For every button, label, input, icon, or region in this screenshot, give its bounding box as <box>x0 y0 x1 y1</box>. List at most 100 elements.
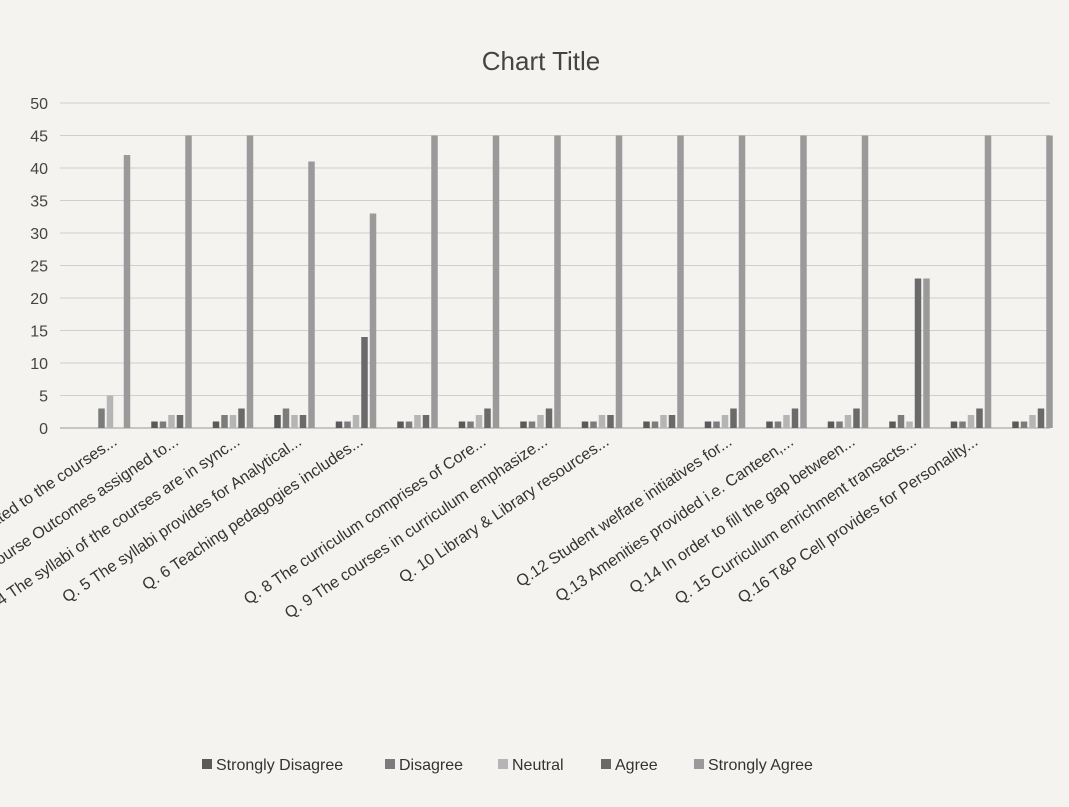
bar-neutral <box>844 415 852 428</box>
bar-disagree <box>1020 421 1028 428</box>
bar-strongly-agree <box>738 135 746 428</box>
bar-disagree <box>713 421 720 428</box>
bar-agree <box>484 408 491 428</box>
bar-neutral <box>783 415 790 428</box>
bar-agree <box>607 415 614 428</box>
bar-agree <box>238 408 245 428</box>
bar-group <box>643 135 684 428</box>
bar-group <box>581 135 623 428</box>
bar-group <box>98 155 131 428</box>
bar-disagree <box>467 421 474 428</box>
bar-strongly-disagree <box>581 421 589 428</box>
legend-swatch <box>202 759 212 769</box>
x-tick-label: Q. 6 Teaching pedagogies includes... <box>139 433 366 594</box>
bar-group <box>704 135 746 428</box>
legend-swatch <box>498 759 508 769</box>
bar-neutral <box>106 395 114 428</box>
bar-group <box>335 213 377 428</box>
bar-disagree <box>590 421 597 428</box>
legend-swatch <box>601 759 611 769</box>
bar-agree <box>545 408 553 428</box>
bar-group <box>520 135 561 428</box>
bar-agree <box>730 408 737 428</box>
y-tick-label: 35 <box>30 194 48 211</box>
bar-strongly-agree <box>185 135 192 428</box>
bar-strongly-disagree <box>397 421 404 428</box>
bar-strongly-disagree <box>766 421 773 428</box>
legend-swatch <box>694 759 704 769</box>
bar-disagree <box>282 408 290 428</box>
bar-group <box>1012 135 1053 428</box>
bar-strongly-agree <box>123 155 131 428</box>
bar-strongly-disagree <box>827 421 835 428</box>
bar-neutral <box>168 415 175 428</box>
bar-agree <box>422 415 430 428</box>
chart-title: Chart Title <box>482 46 601 76</box>
bar-strongly-disagree <box>335 421 343 428</box>
bar-neutral <box>598 415 606 428</box>
bar-disagree <box>651 421 659 428</box>
bar-agree <box>853 408 860 428</box>
bar-strongly-agree <box>677 135 684 428</box>
bar-strongly-disagree <box>704 421 712 428</box>
bar-agree <box>976 408 983 428</box>
bar-group <box>274 161 315 428</box>
bar-strongly-agree <box>861 135 869 428</box>
bar-group <box>827 135 869 428</box>
bar-agree <box>299 415 307 428</box>
bar-neutral <box>414 415 421 428</box>
bar-neutral <box>537 415 544 428</box>
bar-strongly-agree <box>492 135 500 428</box>
bar-strongly-disagree <box>151 421 158 428</box>
bar-agree <box>176 415 184 428</box>
bar-strongly-disagree <box>212 421 220 428</box>
bar-strongly-agree <box>554 135 561 428</box>
bar-group <box>212 135 254 428</box>
bar-group <box>889 278 930 428</box>
bar-strongly-disagree <box>520 421 527 428</box>
legend-label: Strongly Agree <box>708 757 813 774</box>
y-tick-label: 40 <box>30 161 48 178</box>
y-tick-label: 30 <box>30 226 48 243</box>
bar-strongly-disagree <box>1012 421 1019 428</box>
bar-strongly-disagree <box>950 421 958 428</box>
legend-label: Strongly Disagree <box>216 757 343 774</box>
bar-neutral <box>967 415 975 428</box>
bar-agree <box>914 278 922 428</box>
bar-strongly-agree <box>369 213 377 428</box>
y-tick-label: 15 <box>30 324 48 341</box>
legend-label: Neutral <box>512 757 564 774</box>
x-tick-label: Q.12 Student welfare initiatives for... <box>513 433 735 590</box>
bar-strongly-disagree <box>274 415 281 428</box>
bar-strongly-agree <box>308 161 315 428</box>
legend-label: Disagree <box>399 757 463 774</box>
bar-strongly-agree <box>615 135 623 428</box>
bar-neutral <box>906 421 913 428</box>
bar-group <box>397 135 438 428</box>
legend-swatch <box>385 759 395 769</box>
bar-disagree <box>774 421 782 428</box>
bar-disagree <box>221 415 228 428</box>
bar-disagree <box>528 421 536 428</box>
bar-neutral <box>352 415 360 428</box>
bar-neutral <box>660 415 667 428</box>
y-tick-label: 0 <box>39 421 48 438</box>
bar-strongly-agree <box>923 278 930 428</box>
bar-strongly-agree <box>431 135 438 428</box>
bar-group <box>766 135 807 428</box>
bar-strongly-disagree <box>458 421 466 428</box>
bar-neutral <box>475 415 483 428</box>
y-tick-label: 20 <box>30 291 48 308</box>
bar-strongly-disagree <box>643 421 650 428</box>
bar-neutral <box>229 415 237 428</box>
y-tick-label: 50 <box>30 96 48 113</box>
bar-disagree <box>98 408 105 428</box>
bar-strongly-agree <box>800 135 807 428</box>
bar-strongly-disagree <box>889 421 896 428</box>
bar-agree <box>361 337 368 428</box>
bar-disagree <box>159 421 167 428</box>
bar-agree <box>791 408 799 428</box>
y-tick-label: 5 <box>39 389 48 406</box>
